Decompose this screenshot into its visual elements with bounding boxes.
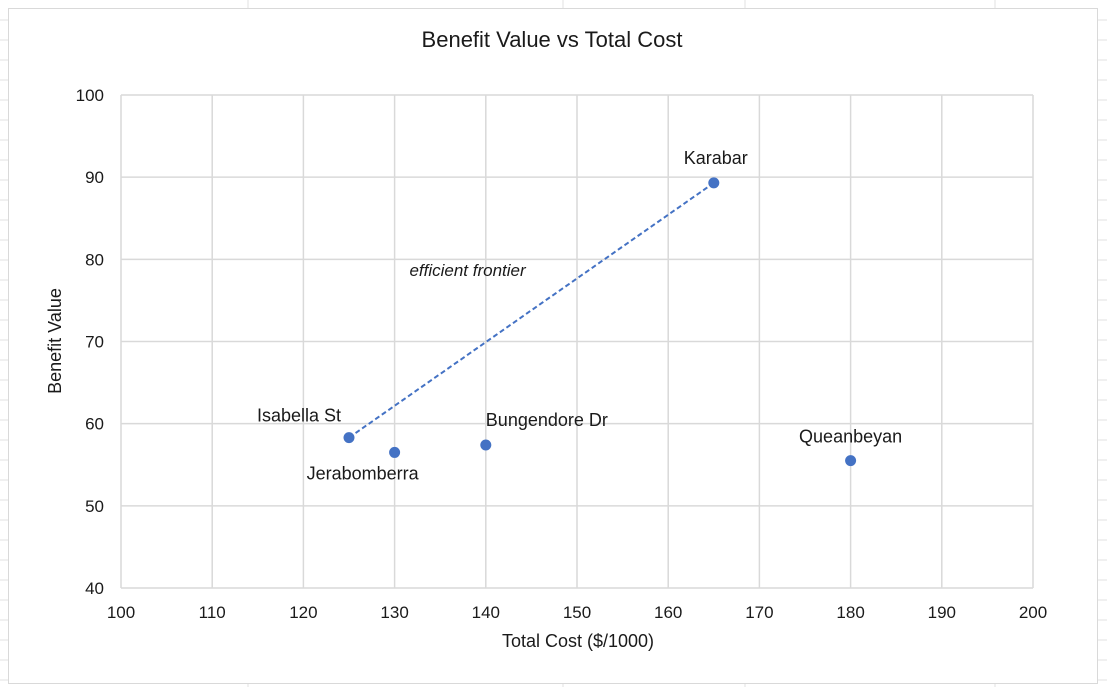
x-axis-title: Total Cost ($/1000) [502,631,654,651]
annotations: efficient frontier [409,261,527,280]
data-point[interactable] [389,446,401,458]
x-tick-label: 110 [199,603,226,622]
data-point-label: Bungendore Dr [486,410,608,430]
data-point-label: Isabella St [257,406,341,426]
y-axis-title: Benefit Value [45,288,65,394]
chart-area[interactable] [8,8,1098,684]
x-axis-ticks: 100 110 120 130 140 150 160 170 180 190 200 [107,603,1047,622]
x-tick-label: 140 [472,603,500,622]
data-point[interactable] [845,455,857,467]
data-point-label: Queanbeyan [799,427,902,447]
x-tick-label: 120 [289,603,317,622]
frontier-annotation: efficient frontier [409,261,527,280]
x-tick-label: 200 [1019,603,1047,622]
x-tick-label: 150 [563,603,591,622]
y-tick-label: 50 [85,497,104,516]
y-tick-label: 80 [85,250,104,269]
data-point[interactable] [480,439,492,451]
y-tick-label: 90 [85,168,104,187]
y-tick-label: 100 [76,86,104,105]
grid-lines [120,94,1034,589]
data-point-label: Karabar [684,148,748,168]
data-points: Isabella St Jerabomberra Bungendore Dr Kara… [257,148,902,484]
x-tick-label: 160 [654,603,682,622]
x-tick-label: 170 [745,603,773,622]
x-tick-label: 130 [380,603,408,622]
data-point[interactable] [343,432,355,444]
chart-title: Benefit Value vs Total Cost [422,27,683,52]
data-point-label: Jerabomberra [307,463,420,483]
efficient-frontier-line [348,182,715,439]
y-tick-label: 70 [85,333,104,352]
data-point[interactable] [708,177,720,189]
y-axis-ticks: 40 50 60 70 80 90 100 [76,86,104,598]
y-tick-label: 40 [85,579,104,598]
x-tick-label: 190 [928,603,956,622]
x-tick-label: 180 [836,603,864,622]
x-tick-label: 100 [107,603,135,622]
y-tick-label: 60 [85,415,104,434]
